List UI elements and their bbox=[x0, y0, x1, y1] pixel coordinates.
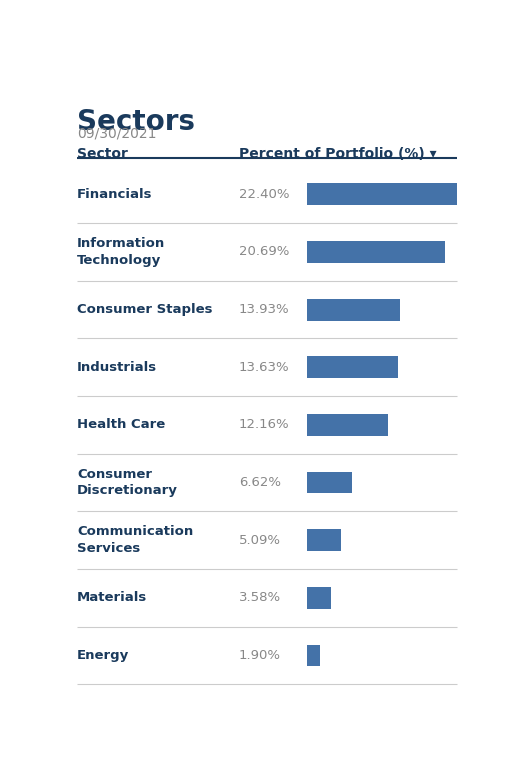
Text: Consumer Staples: Consumer Staples bbox=[77, 303, 213, 316]
Bar bbox=[307, 644, 320, 667]
Text: 13.63%: 13.63% bbox=[239, 361, 289, 374]
Text: Energy: Energy bbox=[77, 649, 130, 662]
Bar bbox=[307, 183, 457, 205]
Text: 5.09%: 5.09% bbox=[239, 534, 281, 547]
Text: Communication: Communication bbox=[77, 525, 193, 538]
Bar bbox=[307, 414, 389, 435]
Bar bbox=[307, 471, 352, 493]
Text: Materials: Materials bbox=[77, 591, 147, 605]
Text: 09/30/2021: 09/30/2021 bbox=[77, 126, 157, 140]
Bar bbox=[307, 529, 341, 551]
Text: 13.93%: 13.93% bbox=[239, 303, 289, 316]
Text: 12.16%: 12.16% bbox=[239, 418, 289, 432]
Text: Sectors: Sectors bbox=[77, 108, 195, 136]
Text: Percent of Portfolio (%) ▾: Percent of Portfolio (%) ▾ bbox=[239, 147, 437, 161]
Bar bbox=[307, 241, 445, 263]
Text: 20.69%: 20.69% bbox=[239, 245, 289, 259]
Bar bbox=[307, 298, 400, 320]
Text: 1.90%: 1.90% bbox=[239, 649, 281, 662]
Text: Services: Services bbox=[77, 542, 141, 555]
Text: Information: Information bbox=[77, 237, 166, 250]
Bar bbox=[307, 356, 398, 378]
Text: Sector: Sector bbox=[77, 147, 128, 161]
Text: Financials: Financials bbox=[77, 188, 153, 201]
Text: 22.40%: 22.40% bbox=[239, 188, 289, 201]
Text: Discretionary: Discretionary bbox=[77, 485, 178, 498]
Text: Industrials: Industrials bbox=[77, 361, 157, 374]
Text: Health Care: Health Care bbox=[77, 418, 166, 432]
Text: Consumer: Consumer bbox=[77, 467, 152, 481]
Bar bbox=[307, 587, 331, 609]
Text: Technology: Technology bbox=[77, 254, 162, 267]
Text: 3.58%: 3.58% bbox=[239, 591, 281, 605]
Text: 6.62%: 6.62% bbox=[239, 476, 281, 489]
